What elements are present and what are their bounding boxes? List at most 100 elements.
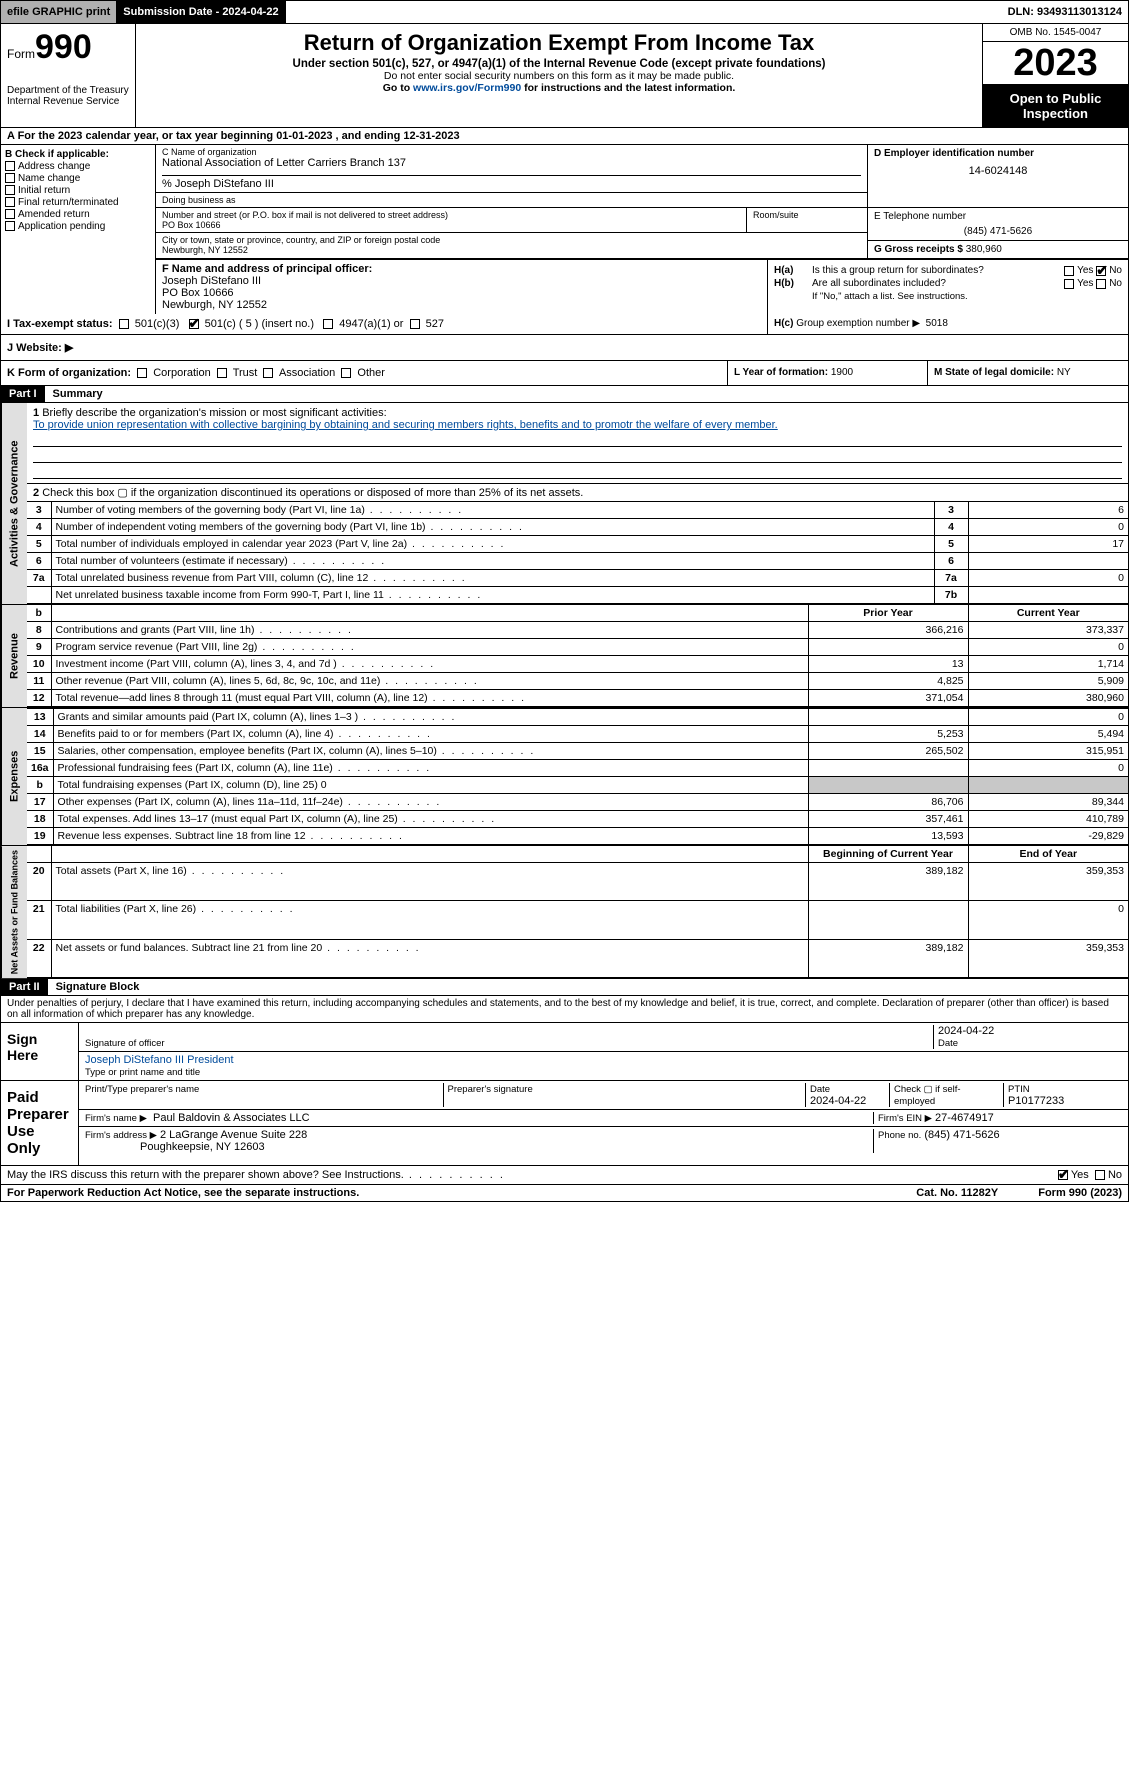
- year-formation: 1900: [831, 367, 853, 378]
- efile-print-button[interactable]: efile GRAPHIC print: [1, 1, 117, 23]
- chk-trust[interactable]: [217, 368, 227, 378]
- ein-label: D Employer identification number: [874, 148, 1122, 159]
- hb-yes[interactable]: [1064, 279, 1074, 289]
- chk-527[interactable]: [410, 319, 420, 329]
- table-row: 18 Total expenses. Add lines 13–17 (must…: [27, 811, 1128, 828]
- side-netassets: Net Assets or Fund Balances: [1, 846, 27, 978]
- ag-table: 3 Number of voting members of the govern…: [27, 501, 1128, 604]
- mission-text: To provide union representation with col…: [33, 419, 778, 431]
- table-row: 19 Revenue less expenses. Subtract line …: [27, 828, 1128, 845]
- table-row: 6 Total number of volunteers (estimate i…: [27, 553, 1128, 570]
- self-employed-check[interactable]: Check ▢ if self-employed: [894, 1084, 961, 1107]
- topbar: efile GRAPHIC print Submission Date - 20…: [0, 0, 1129, 24]
- city-label: City or town, state or province, country…: [162, 235, 861, 245]
- firm-addr2: Poughkeepsie, NY 12603: [140, 1141, 265, 1153]
- omb-number: OMB No. 1545-0047: [983, 24, 1128, 42]
- irs-link[interactable]: www.irs.gov/Form990: [413, 82, 521, 94]
- officer-label: F Name and address of principal officer:: [162, 263, 372, 275]
- hc-value: 5018: [926, 318, 948, 329]
- officer-signature-name: Joseph DiStefano III President: [85, 1054, 234, 1066]
- column-b: B Check if applicable: Address change Na…: [1, 145, 156, 314]
- firm-addr1: 2 LaGrange Avenue Suite 228: [160, 1129, 307, 1141]
- submission-date: Submission Date - 2024-04-22: [117, 1, 285, 23]
- table-row: 13 Grants and similar amounts paid (Part…: [27, 709, 1128, 726]
- chk-application-pending[interactable]: Application pending: [5, 221, 151, 232]
- subtitle-3: Go to www.irs.gov/Form990 for instructio…: [144, 82, 974, 94]
- chk-501c[interactable]: [189, 319, 199, 329]
- chk-501c3[interactable]: [119, 319, 129, 329]
- care-of: % Joseph DiStefano III: [162, 175, 861, 190]
- officer-name: Joseph DiStefano III: [162, 275, 261, 287]
- chk-final-return[interactable]: Final return/terminated: [5, 197, 151, 208]
- org-name-label: C Name of organization: [162, 147, 861, 157]
- open-to-public: Open to Public Inspection: [983, 85, 1128, 127]
- gross-receipts-label: G Gross receipts $: [874, 244, 963, 255]
- discuss-no[interactable]: [1095, 1170, 1105, 1180]
- ptin-value: P10177233: [1008, 1095, 1064, 1107]
- table-row: 3 Number of voting members of the govern…: [27, 502, 1128, 519]
- hb-no[interactable]: [1096, 279, 1106, 289]
- hb-text: Are all subordinates included?: [812, 278, 1064, 289]
- dln: DLN: 93493113013124: [1002, 1, 1128, 23]
- treasury-dept: Department of the Treasury Internal Reve…: [7, 85, 129, 107]
- form-ref: Form 990 (2023): [1038, 1187, 1122, 1199]
- part-ii-header: Part II Signature Block: [0, 979, 1129, 996]
- side-revenue: Revenue: [1, 605, 27, 707]
- revenue-section: Revenue b Prior Year Current Year 8 Cont…: [0, 605, 1129, 708]
- section-klm: K Form of organization: Corporation Trus…: [0, 361, 1129, 386]
- chk-name-change[interactable]: Name change: [5, 173, 151, 184]
- cat-no: Cat. No. 11282Y: [916, 1187, 998, 1199]
- table-row: 9 Program service revenue (Part VIII, li…: [27, 639, 1128, 656]
- sign-date: 2024-04-22: [938, 1025, 994, 1037]
- subtitle-1: Under section 501(c), 527, or 4947(a)(1)…: [144, 58, 974, 70]
- table-row: Net unrelated business taxable income fr…: [27, 587, 1128, 604]
- signature-block: Sign Here Signature of officer 2024-04-2…: [0, 1023, 1129, 1166]
- table-row: 11 Other revenue (Part VIII, column (A),…: [27, 673, 1128, 690]
- form-number: Form990: [7, 28, 129, 67]
- perjury-declaration: Under penalties of perjury, I declare th…: [0, 996, 1129, 1023]
- dba-label: Doing business as: [156, 193, 867, 207]
- ein-value: 14-6024148: [874, 165, 1122, 177]
- firm-ein: 27-4674917: [935, 1112, 994, 1124]
- ha-no[interactable]: [1096, 266, 1106, 276]
- chk-assoc[interactable]: [263, 368, 273, 378]
- chk-amended-return[interactable]: Amended return: [5, 209, 151, 220]
- table-row: 5 Total number of individuals employed i…: [27, 536, 1128, 553]
- activities-governance: Activities & Governance 1 Briefly descri…: [0, 403, 1129, 605]
- paid-preparer-label: Paid Preparer Use Only: [1, 1081, 79, 1165]
- side-ag: Activities & Governance: [1, 403, 27, 604]
- ha-yes[interactable]: [1064, 266, 1074, 276]
- firm-name: Paul Baldovin & Associates LLC: [153, 1112, 310, 1124]
- table-row: 21 Total liabilities (Part X, line 26) 0: [27, 901, 1128, 939]
- table-row: 4 Number of independent voting members o…: [27, 519, 1128, 536]
- chk-address-change[interactable]: Address change: [5, 161, 151, 172]
- ha-text: Is this a group return for subordinates?: [812, 265, 1064, 276]
- room-label: Room/suite: [747, 208, 867, 232]
- officer-addr2: Newburgh, NY 12552: [162, 299, 267, 311]
- section-b-to-g: B Check if applicable: Address change Na…: [0, 145, 1129, 314]
- hb-note: If "No," attach a list. See instructions…: [812, 291, 1122, 302]
- table-row: 15 Salaries, other compensation, employe…: [27, 743, 1128, 760]
- table-row: 10 Investment income (Part VIII, column …: [27, 656, 1128, 673]
- table-row: 22 Net assets or fund balances. Subtract…: [27, 939, 1128, 977]
- table-row: 20 Total assets (Part X, line 16) 389,18…: [27, 863, 1128, 901]
- chk-4947[interactable]: [323, 319, 333, 329]
- chk-initial-return[interactable]: Initial return: [5, 185, 151, 196]
- gross-receipts-value: 380,960: [966, 244, 1002, 255]
- street-value: PO Box 10666: [162, 220, 740, 230]
- netassets-table: Beginning of Current Year End of Year 20…: [27, 846, 1128, 978]
- table-row: 14 Benefits paid to or for members (Part…: [27, 726, 1128, 743]
- table-row: 12 Total revenue—add lines 8 through 11 …: [27, 690, 1128, 707]
- mission-label: Briefly describe the organization's miss…: [42, 407, 386, 419]
- side-expenses: Expenses: [1, 708, 27, 845]
- table-row: 7a Total unrelated business revenue from…: [27, 570, 1128, 587]
- sign-here-label: Sign Here: [1, 1023, 79, 1080]
- footer: For Paperwork Reduction Act Notice, see …: [0, 1185, 1129, 1202]
- discuss-yes[interactable]: [1058, 1170, 1068, 1180]
- chk-corp[interactable]: [137, 368, 147, 378]
- net-assets-section: Net Assets or Fund Balances Beginning of…: [0, 846, 1129, 979]
- chk-other[interactable]: [341, 368, 351, 378]
- subtitle-2: Do not enter social security numbers on …: [144, 70, 974, 82]
- form-title: Return of Organization Exempt From Incom…: [144, 30, 974, 56]
- form-header: Form990 Department of the Treasury Inter…: [0, 24, 1129, 128]
